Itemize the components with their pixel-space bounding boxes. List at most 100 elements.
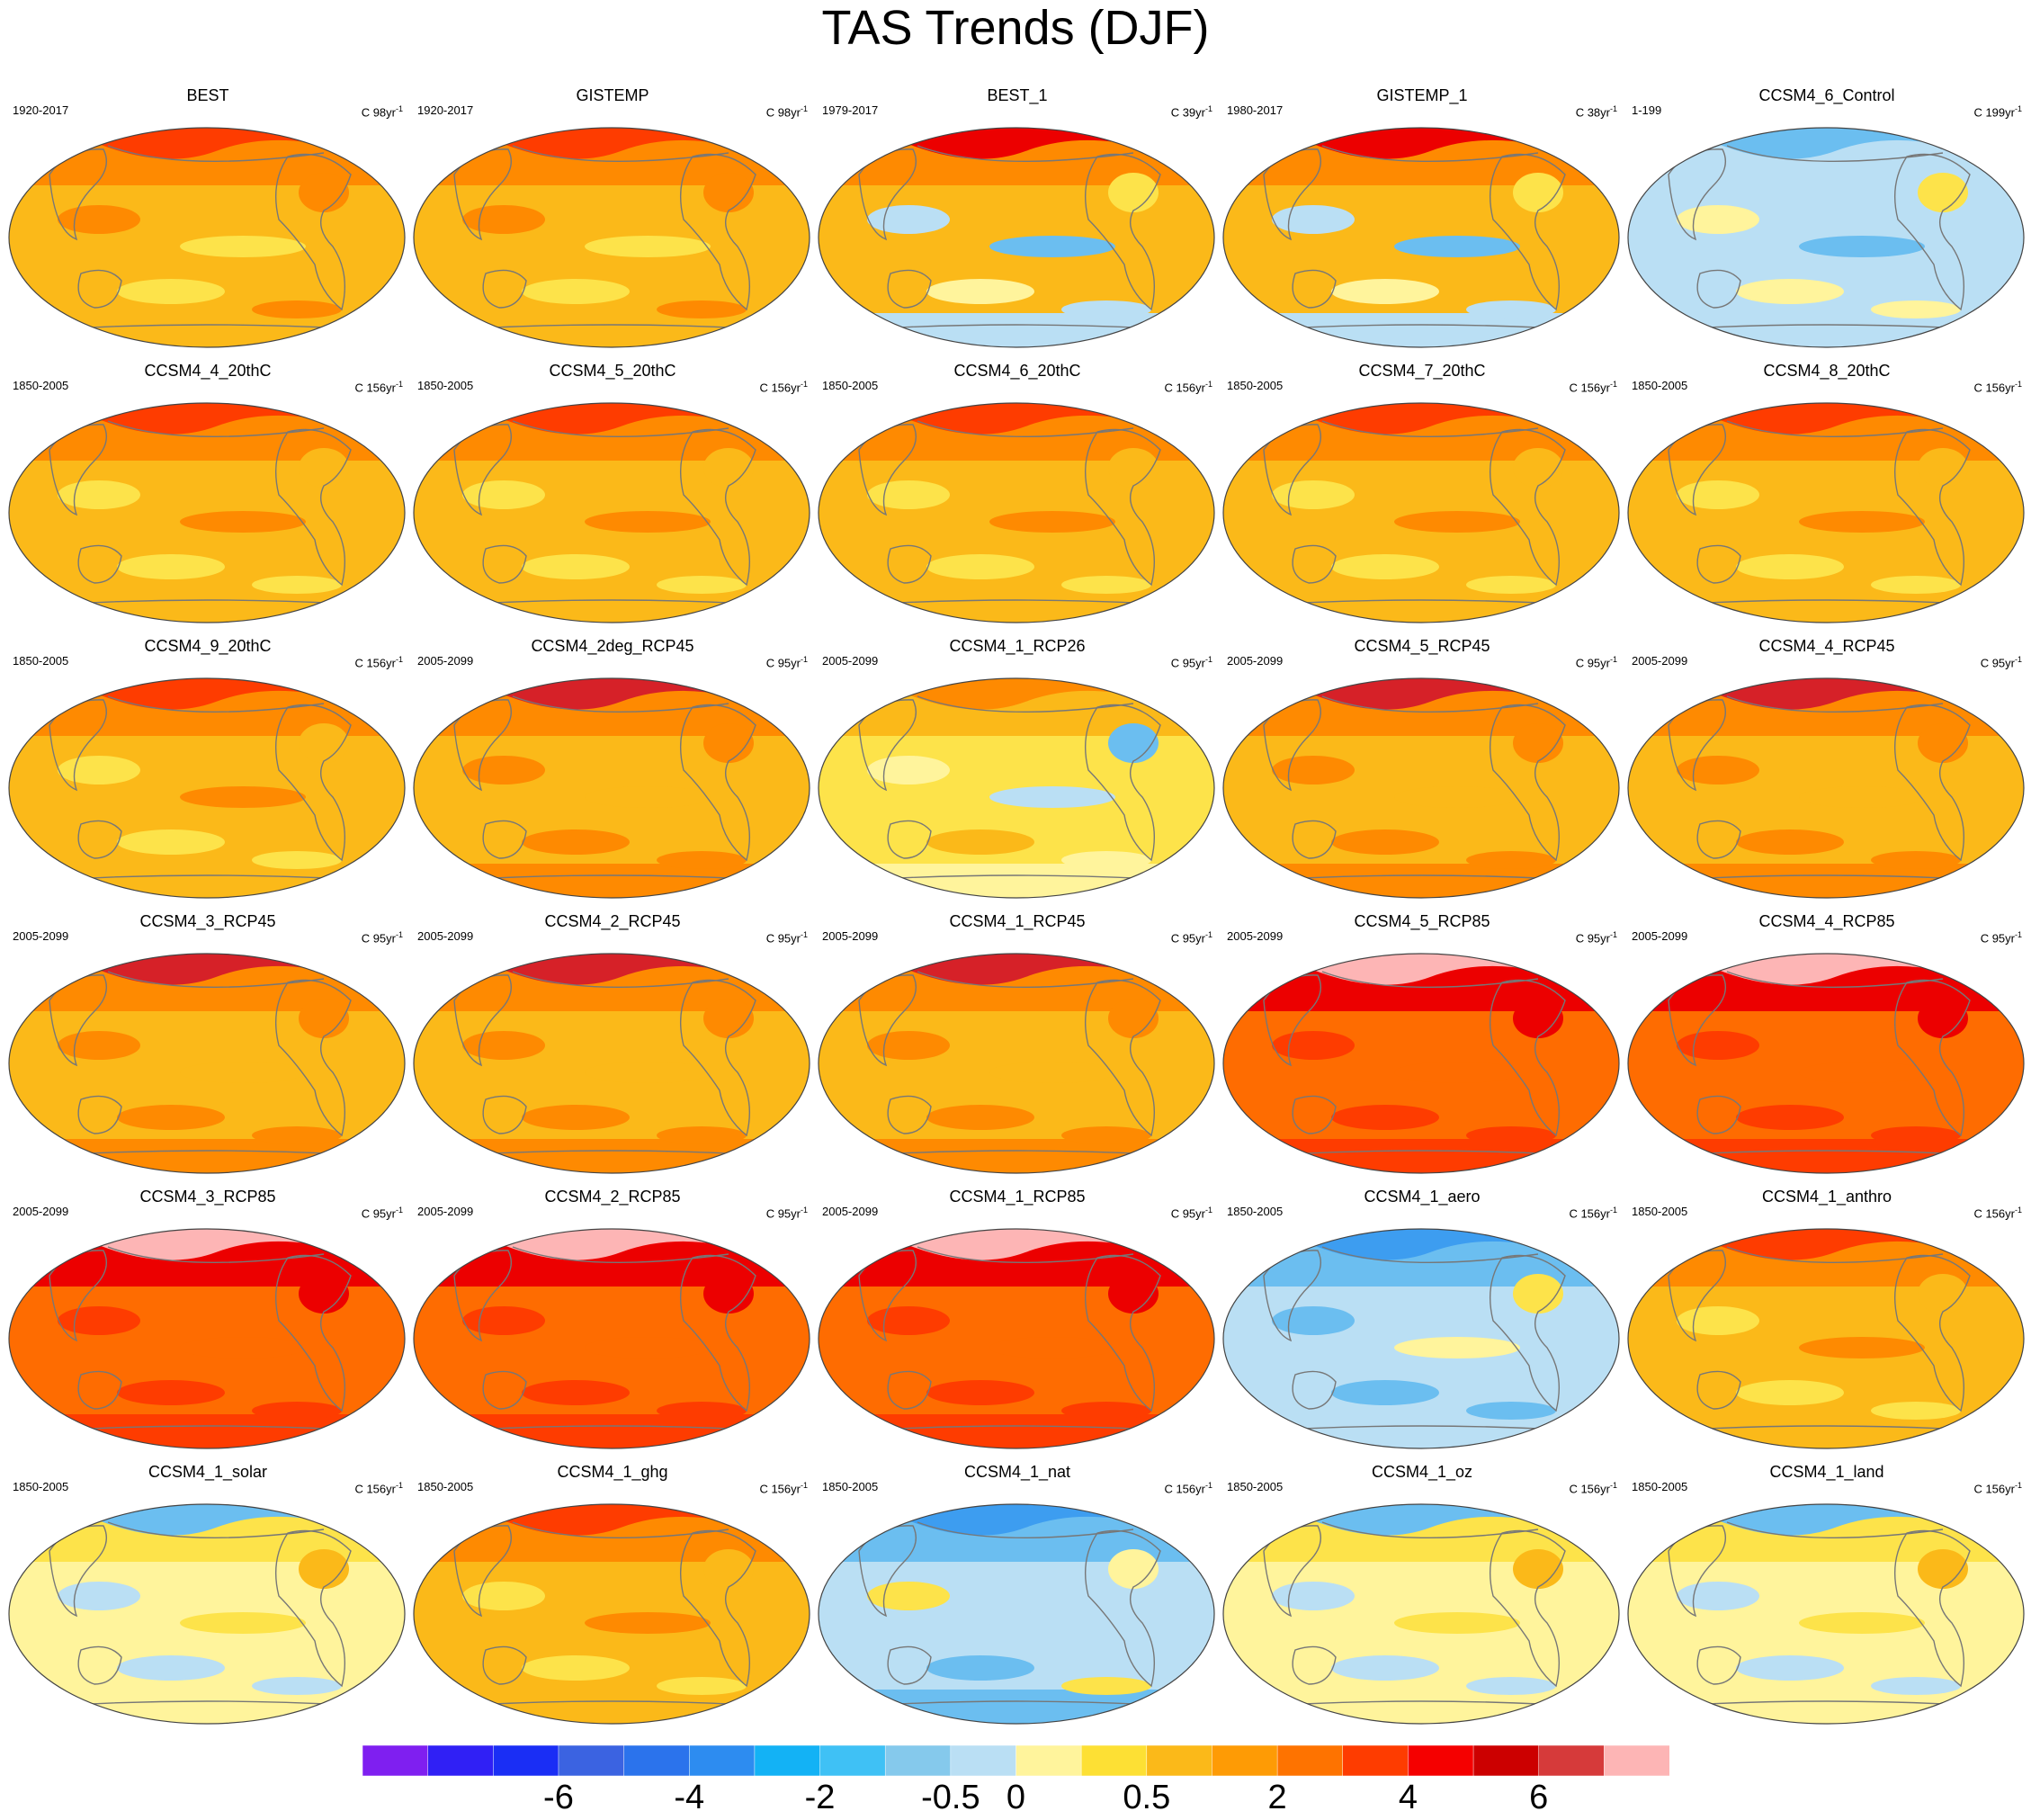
panel-units: C 199yr-1: [1973, 103, 2022, 119]
units-text: C 98yr: [361, 105, 396, 120]
panel-period: 1850-2005: [1227, 379, 1284, 392]
units-exponent: -1: [1609, 655, 1617, 664]
panel-title: CCSM4_2_RCP45: [544, 912, 681, 930]
globe-map: [1222, 402, 1620, 623]
panel-title: BEST: [186, 86, 229, 104]
colorbar-swatch: [427, 1745, 495, 1776]
panel-title: CCSM4_6_Control: [1758, 86, 1895, 104]
units-exponent: -1: [395, 104, 403, 113]
units-exponent: -1: [1609, 380, 1617, 389]
panel-units: C 95yr-1: [362, 928, 403, 945]
units-text: C 156yr: [759, 381, 801, 395]
colorbar-tick-label: -2: [804, 1779, 836, 1816]
panel-units: C 156yr-1: [354, 653, 403, 669]
panel-title: CCSM4_1_ghg: [557, 1463, 668, 1481]
units-text: C 95yr: [1980, 656, 2015, 670]
units-exponent: -1: [1609, 1206, 1617, 1215]
units-exponent: -1: [395, 380, 403, 389]
panel-period: 2005-2099: [417, 654, 474, 668]
units-exponent: -1: [800, 655, 808, 664]
map-panel: CCSM4_2_RCP45 2005-2099 C 95yr-1: [410, 912, 815, 1182]
units-text: C 95yr: [1170, 656, 1205, 670]
panel-units: C 95yr-1: [1981, 928, 2022, 945]
globe-map: [1222, 953, 1620, 1174]
globe-map: [818, 1503, 1215, 1725]
panel-period: 2005-2099: [417, 929, 474, 943]
map-panel: GISTEMP_1 1980-2017 C 38yr-1: [1220, 86, 1624, 356]
globe-map: [8, 127, 406, 348]
units-text: C 95yr: [1575, 656, 1610, 670]
colorbar-swatch: [950, 1745, 1017, 1776]
units-exponent: -1: [395, 930, 403, 939]
map-panel: CCSM4_2_RCP85 2005-2099 C 95yr-1: [410, 1188, 815, 1457]
globe-map: [1222, 1503, 1620, 1725]
panel-units: C 95yr-1: [362, 1204, 403, 1220]
panel-period: 2005-2099: [1227, 929, 1284, 943]
panel-period: 1850-2005: [1632, 1205, 1688, 1218]
panel-title: CCSM4_4_RCP85: [1758, 912, 1895, 930]
map-panel: BEST_1 1979-2017 C 39yr-1: [815, 86, 1220, 356]
colorbar-swatch: [1604, 1745, 1669, 1776]
units-exponent: -1: [1609, 104, 1617, 113]
colorbar-swatch: [1146, 1745, 1213, 1776]
colorbar-tick-label: -0.5: [921, 1779, 980, 1816]
globe-map: [8, 402, 406, 623]
map-panel: CCSM4_9_20thC 1850-2005 C 156yr-1: [5, 637, 410, 907]
panel-period: 2005-2099: [1632, 654, 1688, 668]
units-text: C 95yr: [1170, 931, 1205, 946]
units-text: C 98yr: [765, 105, 801, 120]
panel-units: C 156yr-1: [354, 378, 403, 394]
panel-period: 1850-2005: [1632, 379, 1688, 392]
panel-units: C 95yr-1: [1576, 928, 1617, 945]
units-text: C 156yr: [1569, 1206, 1610, 1221]
map-panel: CCSM4_8_20thC 1850-2005 C 156yr-1: [1624, 362, 2029, 632]
globe-map: [1222, 677, 1620, 899]
units-text: C 95yr: [765, 931, 801, 946]
map-panel: CCSM4_4_RCP85 2005-2099 C 95yr-1: [1624, 912, 2029, 1182]
colorbar-swatch: [689, 1745, 756, 1776]
panel-units: C 95yr-1: [766, 653, 808, 669]
colorbar-swatch: [1016, 1745, 1082, 1776]
map-panel-grid: BEST 1920-2017 C 98yr-1 GISTEMP 1920-2017 C 9…: [5, 86, 2029, 1725]
map-panel: CCSM4_6_20thC 1850-2005 C 156yr-1: [815, 362, 1220, 632]
units-exponent: -1: [1204, 1206, 1212, 1215]
panel-units: C 156yr-1: [1164, 1479, 1212, 1495]
panel-title: CCSM4_2_RCP85: [544, 1188, 681, 1206]
map-panel: CCSM4_3_RCP45 2005-2099 C 95yr-1: [5, 912, 410, 1182]
panel-units: C 156yr-1: [1973, 1204, 2022, 1220]
units-exponent: -1: [1204, 380, 1212, 389]
panel-title: CCSM4_1_RCP45: [949, 912, 1086, 930]
globe-map: [1222, 1228, 1620, 1449]
units-exponent: -1: [1609, 1481, 1617, 1490]
map-panel: GISTEMP 1920-2017 C 98yr-1: [410, 86, 815, 356]
globe-map: [818, 953, 1215, 1174]
units-text: C 199yr: [1973, 105, 2015, 120]
colorbar-tick-label: -4: [674, 1779, 705, 1816]
panel-units: C 95yr-1: [1171, 653, 1212, 669]
panel-period: 1850-2005: [1227, 1205, 1284, 1218]
panel-units: C 95yr-1: [1981, 653, 2022, 669]
panel-title: GISTEMP: [576, 86, 649, 104]
units-text: C 156yr: [1973, 1482, 2015, 1496]
units-text: C 156yr: [1973, 1206, 2015, 1221]
units-exponent: -1: [395, 1481, 403, 1490]
panel-title: CCSM4_3_RCP85: [139, 1188, 276, 1206]
map-panel: CCSM4_1_RCP85 2005-2099 C 95yr-1: [815, 1188, 1220, 1457]
panel-period: 1850-2005: [13, 1480, 69, 1493]
globe-map: [1627, 677, 2025, 899]
globe-map: [818, 677, 1215, 899]
units-exponent: -1: [1204, 930, 1212, 939]
panel-units: C 156yr-1: [1973, 1479, 2022, 1495]
units-exponent: -1: [1204, 655, 1212, 664]
panel-period: 1-199: [1632, 103, 1662, 117]
panel-period: 2005-2099: [822, 654, 879, 668]
globe-map: [413, 402, 810, 623]
map-panel: CCSM4_2deg_RCP45 2005-2099 C 95yr-1: [410, 637, 815, 907]
globe-map: [1627, 127, 2025, 348]
colorbar-tick-label: 4: [1398, 1779, 1418, 1816]
colorbar: [362, 1745, 1669, 1776]
map-panel: CCSM4_3_RCP85 2005-2099 C 95yr-1: [5, 1188, 410, 1457]
globe-map: [413, 1503, 810, 1725]
map-panel: CCSM4_1_anthro 1850-2005 C 156yr-1: [1624, 1188, 2029, 1457]
panel-period: 1979-2017: [822, 103, 879, 117]
